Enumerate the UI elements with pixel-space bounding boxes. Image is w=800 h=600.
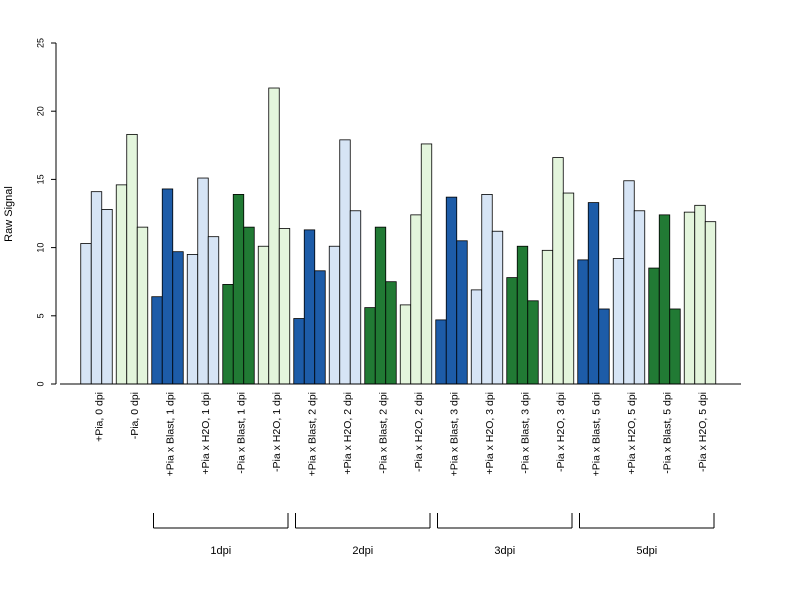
bar [151,296,163,385]
y-tick-label: 10 [35,243,45,253]
bar [232,194,245,385]
bar [115,184,128,385]
category-label: +Pia x H2O, 1 dpi [200,392,212,475]
bar [197,177,209,385]
category-label: -Pia x Blast, 2 dpi [377,392,389,474]
bar [101,209,113,385]
bar [516,245,529,385]
bar [207,236,220,385]
category-label: +Pia x Blast, 3 dpi [448,392,460,476]
bar [612,258,625,385]
bar [658,214,671,385]
category-label: +Pia x Blast, 2 dpi [306,392,318,476]
bar [527,300,539,385]
category-label: -Pia, 0 dpi [129,392,141,439]
bar [364,307,376,385]
category-labels: +Pia, 0 dpi -Pia, 0 dpi +Pia x Blast, 1 dp… [93,392,709,476]
bar [577,259,589,385]
group-label: 3dpi [494,545,515,557]
y-tick-label: 15 [35,174,45,184]
y-tick-label: 25 [35,38,45,48]
group-label: 1dpi [210,545,231,557]
bar [80,243,92,385]
category-label: -Pia x Blast, 1 dpi [235,392,247,474]
category-label: +Pia x H2O, 3 dpi [484,392,496,475]
bar [456,240,468,385]
category-label: -Pia x H2O, 3 dpi [555,392,567,472]
category-label: -Pia x H2O, 1 dpi [271,392,283,472]
bar [278,228,291,385]
bar [161,188,174,385]
bar [552,157,564,385]
bar [623,180,635,385]
bar [648,267,660,385]
bar [172,251,184,385]
bar [420,143,433,385]
bar [303,229,316,385]
bar [481,194,493,385]
bars-layer [80,87,717,385]
bar [669,308,681,385]
bar [491,230,504,385]
category-label: +Pia x H2O, 2 dpi [342,392,354,475]
y-tick-label: 0 [35,381,45,386]
group-label: 2dpi [352,545,373,557]
bar [136,226,149,385]
bar [385,281,397,385]
bar [435,319,447,385]
category-label: +Pia, 0 dpi [93,392,105,442]
bar [399,304,412,385]
bar [314,270,326,385]
y-axis: 0 5 10 15 20 25 [35,38,57,387]
y-axis-label: Raw Signal [3,186,15,242]
bar [349,210,362,385]
bar [90,191,103,385]
bar [445,196,458,385]
bar [506,277,518,385]
bar [587,202,600,385]
category-label: +Pia x Blast, 1 dpi [164,392,176,476]
bar [328,245,341,385]
bar [598,308,610,385]
group-label: 5dpi [636,545,657,557]
bar [562,192,575,385]
bar [470,289,483,385]
bar [293,318,305,385]
category-label: -Pia x H2O, 5 dpi [697,392,709,472]
category-label: -Pia x H2O, 2 dpi [413,392,425,472]
bar [633,210,646,385]
group-brackets: 1dpi 2dpi 3dpi 5dpi [153,513,715,557]
category-label: +Pia x H2O, 5 dpi [626,392,638,475]
y-tick-label: 5 [35,313,45,318]
category-label: +Pia x Blast, 5 dpi [590,392,602,476]
bar [243,226,255,385]
y-tick-label: 20 [35,106,45,116]
category-label: -Pia x Blast, 5 dpi [661,392,673,474]
bar [374,226,387,385]
bar [704,221,717,385]
category-label: -Pia x Blast, 3 dpi [519,392,531,474]
bar [339,139,351,385]
bar [257,245,270,385]
bar [541,249,554,385]
bar [268,87,280,385]
bar [222,284,234,385]
bar [126,133,138,385]
bar [694,204,706,385]
bar [410,214,422,385]
bar [186,254,199,385]
bar [683,211,696,385]
